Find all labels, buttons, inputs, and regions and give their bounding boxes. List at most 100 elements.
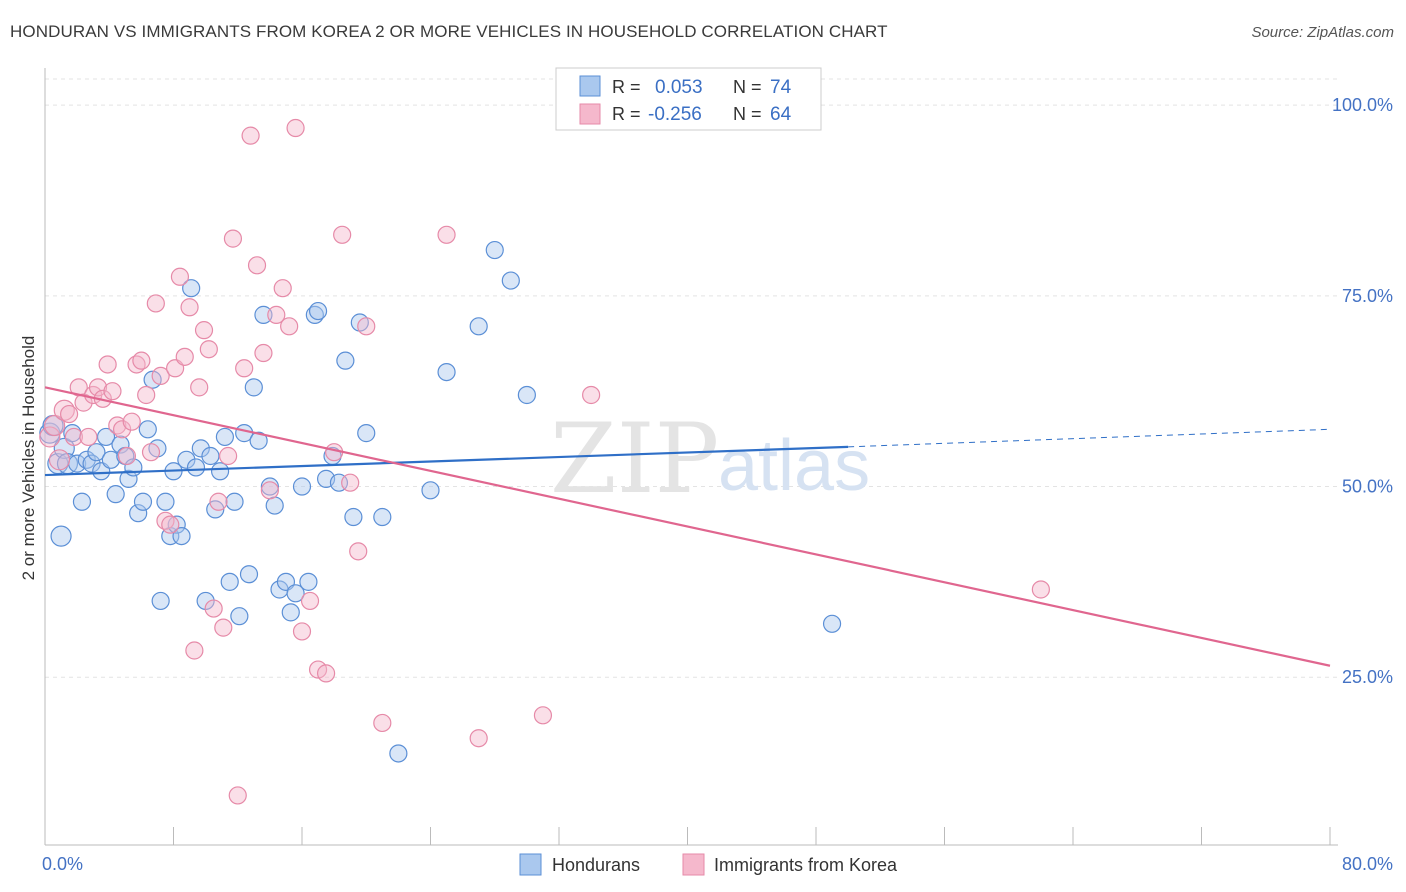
point-korea-22 [146, 294, 165, 313]
point-hondurans-18 [119, 469, 138, 488]
point-korea-34 [204, 599, 223, 618]
y-tick-label-1: 75.0% [1342, 286, 1393, 306]
point-hondurans-36 [201, 446, 220, 466]
x-tick-labels: 0.0% 80.0% [42, 854, 1393, 874]
point-hondurans-67 [421, 481, 440, 500]
point-hondurans-15 [106, 485, 125, 504]
legend-bottom-label-hondurans: Hondurans [552, 855, 640, 875]
legend-bottom: Hondurans Immigrants from Korea [519, 853, 898, 876]
legend-r-value-1: 0.053 [655, 77, 703, 98]
point-korea-0 [39, 426, 61, 448]
point-hondurans-62 [344, 507, 363, 527]
point-hondurans-68 [437, 362, 456, 382]
point-korea-55 [341, 473, 360, 492]
point-hondurans-38 [210, 462, 230, 481]
legend-r-label-1: R = [612, 77, 641, 97]
point-hondurans-45 [244, 378, 263, 397]
point-hondurans-64 [357, 424, 376, 443]
point-hondurans-41 [225, 492, 244, 511]
data-points [39, 118, 1050, 805]
y-tick-label-2: 50.0% [1342, 477, 1393, 497]
point-hondurans-48 [260, 477, 279, 496]
point-hondurans-61 [336, 351, 355, 370]
point-korea-52 [316, 664, 336, 683]
point-hondurans-20 [129, 504, 148, 523]
point-hondurans-3 [50, 525, 72, 547]
point-korea-38 [223, 229, 243, 248]
legend-swatch-korea [579, 103, 601, 125]
point-hondurans-73 [822, 614, 842, 633]
point-hondurans-10 [82, 454, 101, 473]
point-korea-2 [48, 449, 71, 471]
point-hondurans-39 [215, 427, 234, 447]
point-hondurans-32 [182, 279, 201, 298]
legend-n-value-2: 64 [770, 104, 792, 125]
point-korea-44 [260, 481, 279, 500]
point-korea-54 [333, 225, 352, 244]
legend-n-label-2: N = [733, 104, 762, 124]
point-hondurans-57 [308, 301, 328, 321]
trend-lines [44, 386, 1331, 667]
point-korea-58 [373, 713, 392, 733]
point-korea-57 [357, 317, 376, 336]
y-tick-labels: 100.0% 75.0% 50.0% 25.0% [1332, 95, 1393, 687]
trend-line-korea [44, 386, 1331, 667]
legend-n-label-1: N = [733, 77, 762, 97]
point-korea-28 [175, 347, 194, 366]
point-korea-62 [582, 385, 601, 405]
point-hondurans-26 [156, 492, 175, 511]
point-korea-59 [437, 225, 456, 244]
point-hondurans-71 [501, 271, 520, 290]
y-tick-label-0: 100.0% [1332, 95, 1393, 115]
point-hondurans-72 [517, 385, 536, 405]
point-hondurans-54 [292, 477, 312, 496]
point-korea-41 [241, 126, 260, 145]
point-hondurans-65 [373, 507, 392, 527]
legend-r-value-2: -0.256 [648, 104, 702, 125]
trend-line-hondurans-dashed [848, 428, 1331, 448]
point-korea-39 [228, 786, 247, 805]
point-hondurans-47 [254, 305, 273, 324]
point-korea-19 [132, 351, 151, 370]
point-hondurans-42 [230, 607, 249, 626]
watermark-zip: ZIP [550, 403, 719, 515]
point-korea-37 [219, 446, 238, 466]
y-tick-label-3: 25.0% [1342, 667, 1393, 687]
point-hondurans-49 [265, 496, 284, 515]
x-tick-label-0: 0.0% [42, 854, 83, 874]
point-korea-48 [286, 118, 305, 138]
point-korea-46 [273, 279, 292, 298]
point-korea-61 [533, 706, 553, 725]
legend-bottom-label-korea: Immigrants from Korea [714, 855, 898, 875]
point-korea-32 [194, 321, 214, 340]
point-hondurans-44 [239, 565, 259, 584]
point-korea-40 [235, 359, 254, 378]
trend-line-hondurans [44, 445, 849, 477]
point-korea-25 [161, 515, 180, 534]
point-hondurans-53 [286, 584, 305, 603]
legend-r-label-2: R = [612, 104, 641, 124]
point-hondurans-13 [96, 427, 116, 447]
point-korea-60 [469, 729, 488, 748]
point-korea-63 [1031, 580, 1050, 599]
point-korea-7 [74, 393, 93, 412]
point-korea-36 [214, 618, 233, 637]
point-hondurans-55 [299, 572, 318, 591]
y-axis-title: 2 or more Vehicles in Household [19, 336, 38, 581]
point-hondurans-22 [138, 420, 157, 439]
point-korea-35 [209, 492, 228, 511]
point-hondurans-70 [485, 240, 504, 260]
point-korea-12 [98, 355, 117, 374]
point-korea-30 [185, 641, 204, 660]
point-korea-15 [112, 420, 132, 439]
point-hondurans-69 [469, 317, 488, 336]
point-hondurans-25 [151, 591, 170, 611]
point-korea-13 [103, 382, 122, 401]
point-korea-31 [190, 378, 209, 397]
point-korea-23 [151, 366, 170, 386]
point-korea-47 [280, 317, 299, 336]
point-hondurans-33 [186, 458, 206, 477]
axes [44, 68, 1338, 846]
point-hondurans-8 [72, 492, 92, 511]
